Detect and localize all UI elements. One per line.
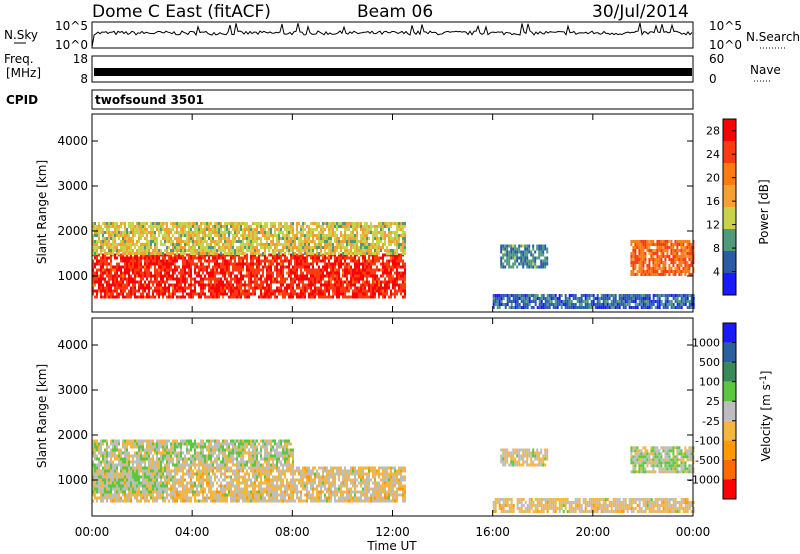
velocity-colorbar-tick-label-6: -500: [695, 454, 720, 467]
power-colorbar-tick-label-0: 4: [713, 266, 720, 279]
power-region-2: [500, 244, 549, 269]
freq-tick-bottom: 8: [80, 72, 88, 86]
time-axis-label: Time UT: [366, 539, 417, 553]
power-colorbar: 4 8 12 16 20 24 28: [706, 118, 737, 296]
power-data-layer: [92, 222, 695, 309]
velocity-ytick-label-1: 2000: [57, 428, 88, 442]
velocity-region-5: [492, 498, 695, 513]
power-colorbar-tick-label-6: 28: [706, 125, 720, 138]
velocity-colorbar-tick-label-0: 1000: [692, 337, 720, 350]
freq-label: Freq.: [4, 52, 34, 66]
velocity-colorbar-frame: [722, 322, 737, 500]
nave-tick-top: 60: [709, 52, 724, 66]
freq-trace: [94, 68, 692, 76]
time-tick-label-2: 08:00: [275, 525, 310, 539]
velocity-region-4: [630, 446, 695, 474]
site-title: Dome C East (fitACF): [92, 2, 271, 22]
velocity-ylabel: Slant Range [km]: [35, 364, 49, 468]
time-tick-label-1: 04:00: [175, 525, 210, 539]
time-tick-label-6: 00:00: [676, 525, 711, 539]
nsearch-tick-bottom: 10^0: [709, 38, 742, 52]
time-tick-label-4: 16:00: [475, 525, 510, 539]
time-tick-label-0: 00:00: [75, 525, 110, 539]
power-colorbar-swatch-4: [723, 185, 736, 207]
velocity-colorbar-swatch-0: [723, 479, 736, 499]
power-ytick-label-1: 2000: [57, 224, 88, 238]
velocity-ytick-label-2: 3000: [57, 383, 88, 397]
velocity-axes: 1000 2000 3000 4000: [57, 318, 694, 516]
power-colorbar-swatch-7: [723, 119, 736, 141]
power-colorbar-swatch-3: [723, 207, 736, 229]
cpid-strip-frame: [91, 89, 694, 110]
time-axis: 00:00 04:00 08:00 12:00 16:00 20:00 00:00: [75, 525, 711, 539]
velocity-colorbar-tick-label-7: -1000: [688, 473, 720, 486]
velocity-colorbar-tick-label-1: 500: [699, 356, 720, 369]
power-ytick-label-0: 1000: [57, 269, 88, 283]
nsearch-label: N.Search: [746, 30, 800, 44]
power-region-4: [492, 294, 695, 309]
nsky-trace: [91, 22, 693, 48]
power-region-0: [92, 253, 406, 299]
velocity-ytick-label-0: 1000: [57, 473, 88, 487]
date-title: 30/Jul/2014: [592, 2, 689, 22]
velocity-colorbar-tick-label-4: -25: [702, 415, 720, 428]
time-tick-label-3: 12:00: [375, 525, 410, 539]
freq-tick-top: 18: [73, 52, 88, 66]
nsky-tick-bottom: 10^0: [55, 38, 88, 52]
nave-label: Nave: [750, 63, 781, 77]
velocity-region-1: [92, 439, 294, 467]
velocity-colorbar-tick-label-5: -100: [695, 434, 720, 447]
power-colorbar-tick-label-4: 20: [706, 172, 720, 185]
power-colorbar-tick-label-2: 12: [706, 219, 720, 232]
velocity-colorbar-swatch-6: [723, 362, 736, 382]
power-region-1: [92, 222, 406, 255]
beam-title: Beam 06: [357, 2, 433, 22]
velocity-colorbar-swatch-8: [723, 323, 736, 343]
power-colorbar-tick-label-5: 24: [706, 148, 720, 161]
freq-trace-band: [94, 68, 692, 76]
velocity-colorbar-label: Velocity [m s-1]: [759, 371, 773, 462]
nsky-strip-frame: [91, 21, 694, 49]
power-ytick-label-2: 3000: [57, 179, 88, 193]
power-colorbar-tick-label-3: 16: [706, 195, 720, 208]
velocity-colorbar-swatch-5: [723, 381, 736, 402]
power-colorbar-swatch-1: [723, 251, 736, 273]
power-colorbar-swatch-0: [723, 273, 736, 295]
velocity-colorbar-swatch-1: [723, 459, 736, 480]
velocity-colorbar-swatch-3: [723, 420, 736, 441]
velocity-colorbar-tick-label-2: 100: [699, 376, 720, 389]
nsearch-tick-top: 10^5: [709, 19, 742, 33]
power-colorbar-label: Power [dB]: [757, 179, 771, 244]
velocity-colorbar-swatch-2: [723, 440, 736, 460]
velocity-colorbar-swatch-7: [723, 342, 736, 363]
velocity-colorbar-swatch-4: [723, 401, 736, 421]
cpid-label: CPID: [6, 93, 38, 107]
velocity-ytick-label-3: 4000: [57, 338, 88, 352]
time-tick-label-5: 20:00: [576, 525, 611, 539]
power-colorbar-swatch-5: [723, 163, 736, 185]
nave-tick-bottom: 0: [709, 72, 717, 86]
nsky-tick-top: 10^5: [55, 19, 88, 33]
nsky-trace-line: [91, 22, 693, 48]
nsky-label: N.Sky: [4, 28, 38, 42]
power-ylabel: Slant Range [km]: [35, 160, 49, 264]
power-colorbar-swatch-2: [723, 229, 736, 251]
freq-strip-frame: [91, 55, 694, 83]
power-region-3: [630, 240, 695, 276]
power-colorbar-frame: [722, 118, 737, 296]
velocity-colorbar: 1000 500 100 25 -25 -100 -500 -1000: [688, 322, 737, 500]
power-colorbar-swatch-6: [723, 141, 736, 163]
velocity-region-3: [500, 448, 549, 467]
power-ytick-label-3: 4000: [57, 134, 88, 148]
velocity-data-layer: [92, 439, 695, 513]
power-colorbar-tick-label-1: 8: [713, 242, 720, 255]
velocity-region-2: [92, 466, 168, 494]
velocity-colorbar-tick-label-3: 25: [706, 395, 720, 408]
freq-unit-label: [MHz]: [6, 66, 41, 80]
power-axes: 1000 2000 3000 4000: [57, 114, 694, 312]
cpid-program-text: twofsound 3501: [95, 93, 204, 107]
